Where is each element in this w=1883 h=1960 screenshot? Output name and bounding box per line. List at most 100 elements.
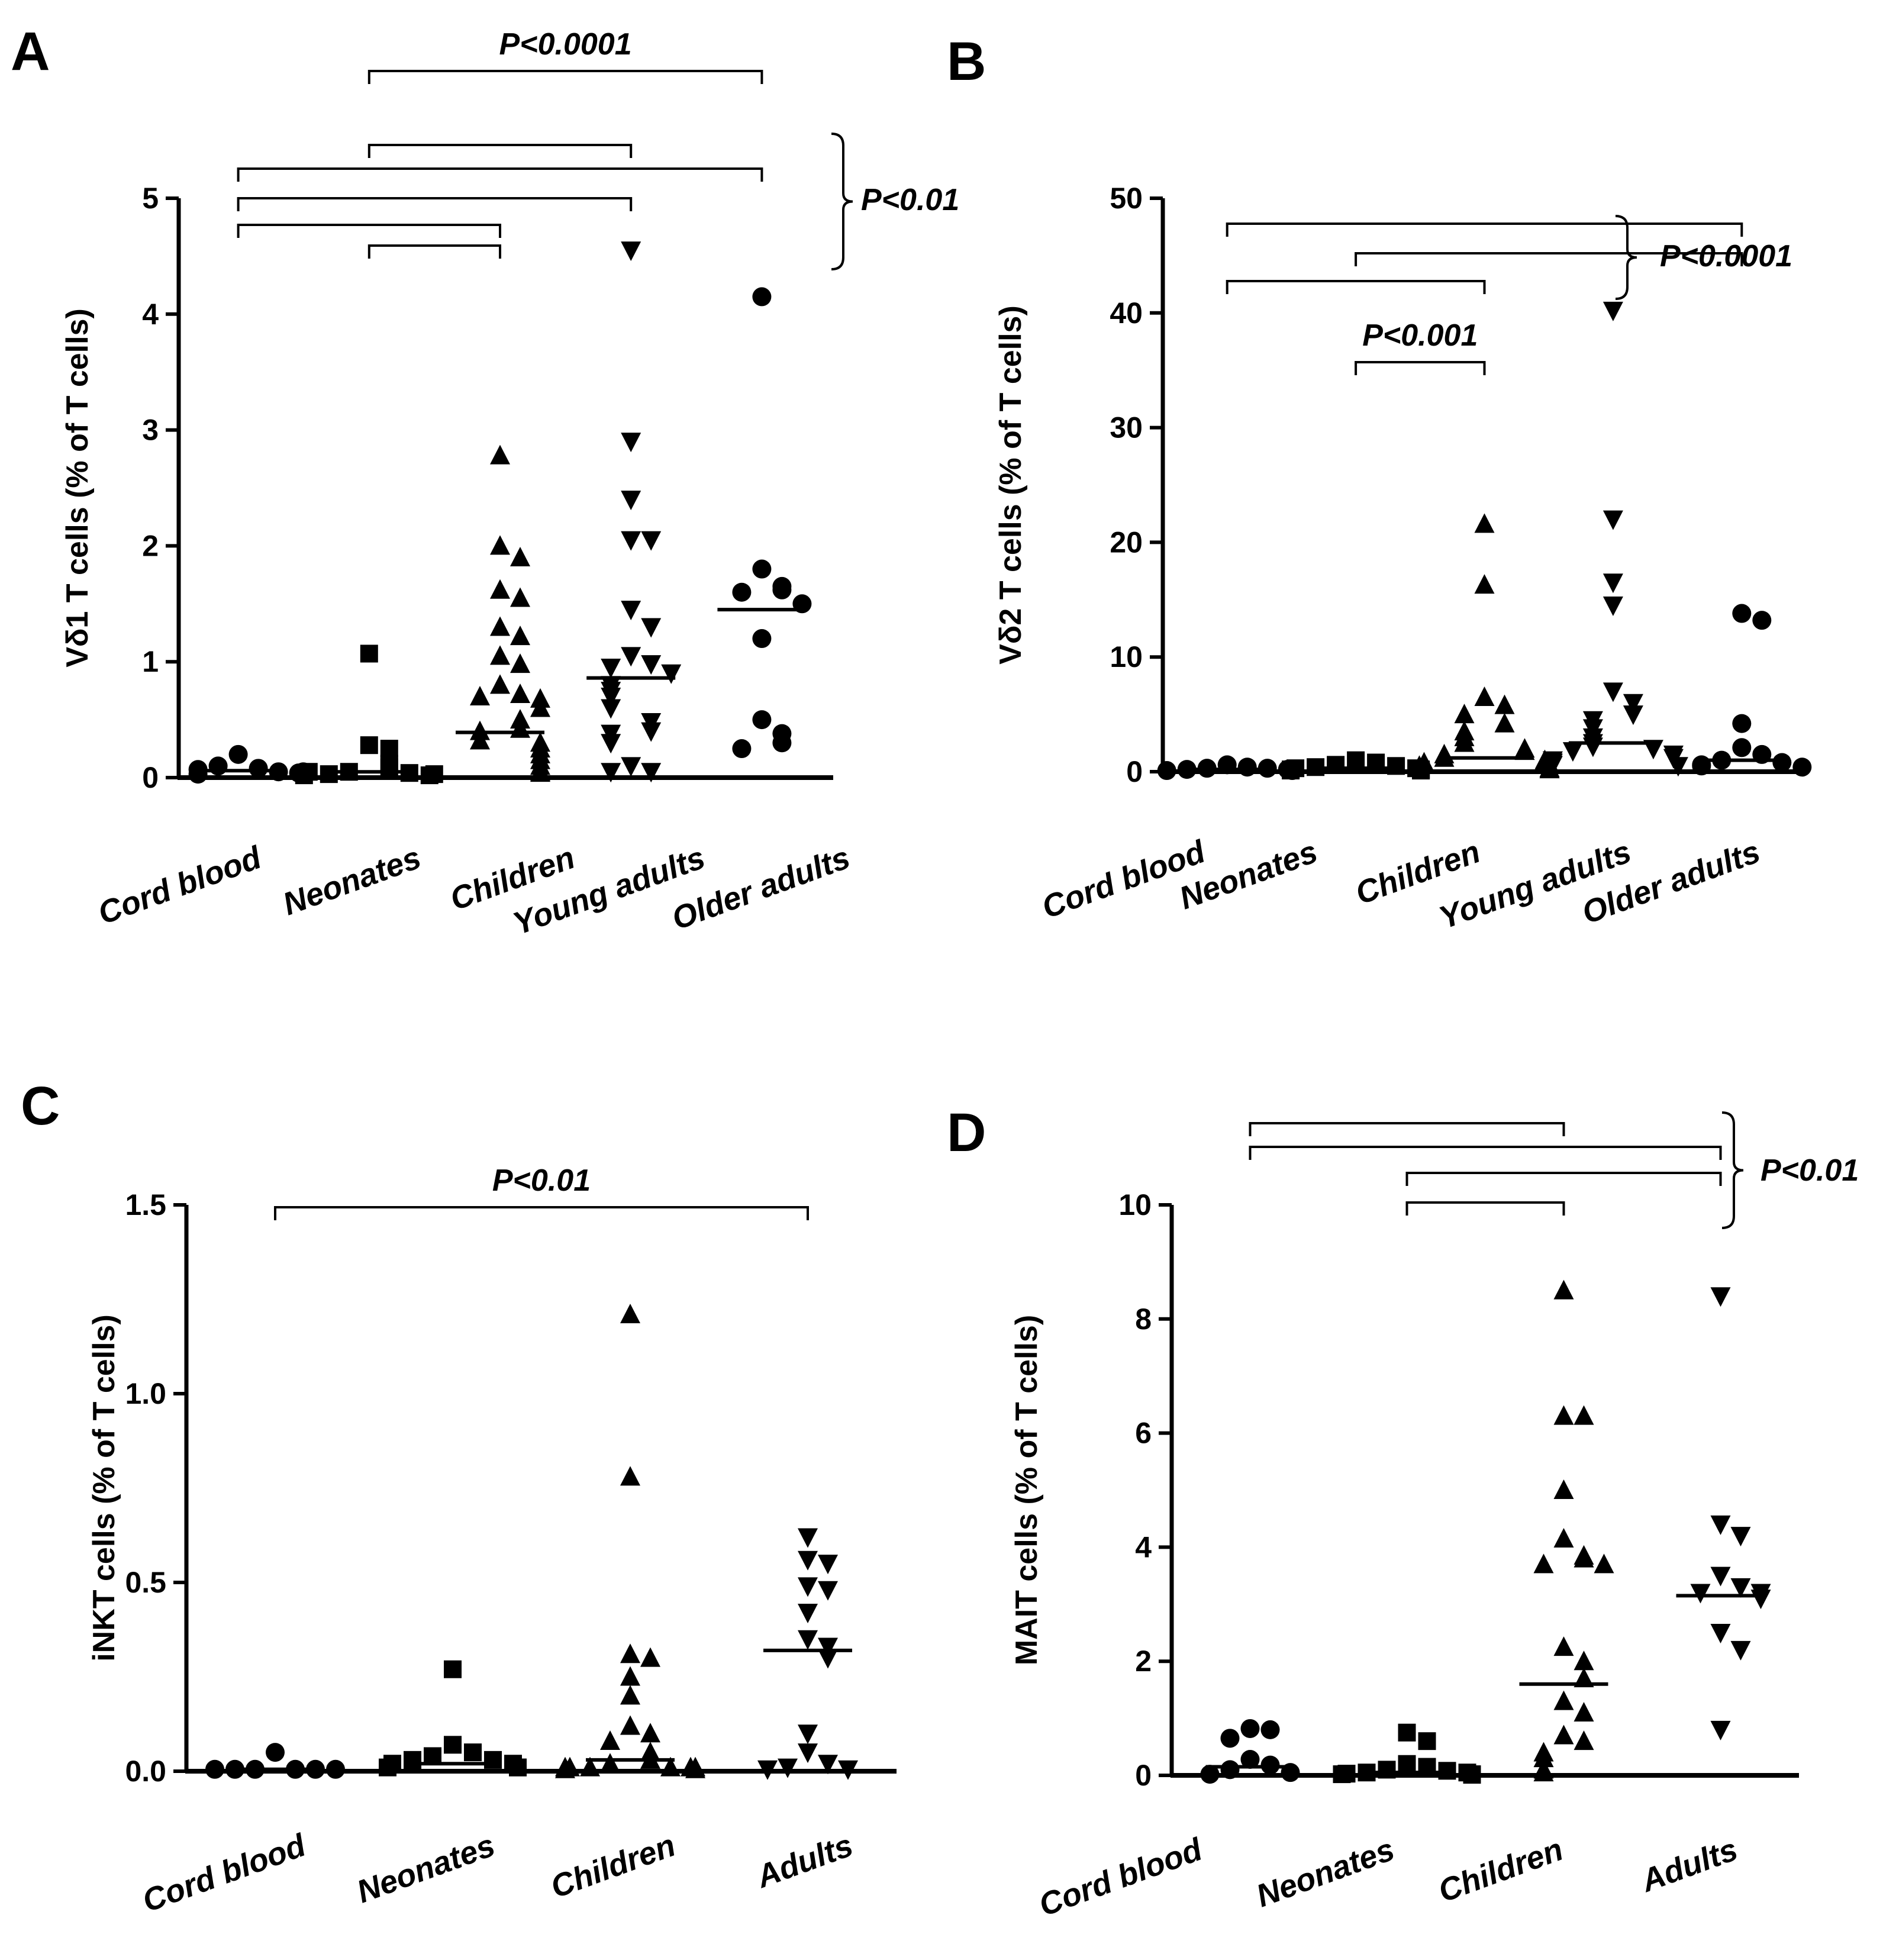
series-children: [456, 444, 550, 782]
data-point-young-adults: [641, 655, 662, 675]
series-young-adults: [586, 241, 682, 783]
y-axis-label: iNKT cells (% of T cells): [87, 1314, 121, 1662]
data-point-neonates: [1398, 1755, 1416, 1773]
p-value-label: P<0.01: [492, 1163, 591, 1198]
data-point-adults: [818, 1637, 838, 1658]
data-point-neonates: [484, 1751, 502, 1769]
data-point-adults: [798, 1743, 818, 1764]
data-point-cord-blood: [1260, 1720, 1280, 1739]
data-point-children: [1553, 1724, 1574, 1745]
panel-c: C 0.0 0.5 1.0 1.5 iNKT cells (% of T cells) Co…: [21, 1076, 897, 1919]
data-point-children: [530, 762, 550, 782]
data-point-children: [470, 730, 490, 750]
data-point-children: [600, 1730, 620, 1750]
y-tick-label: 1.5: [125, 1188, 166, 1221]
data-point-neonates: [444, 1660, 462, 1678]
significance-bracket: [1226, 280, 1486, 294]
data-point-children: [620, 1643, 640, 1664]
data-point-cord-blood: [326, 1759, 345, 1779]
y-tick-label: 40: [1110, 296, 1143, 330]
y-tick-label: 4: [142, 298, 159, 331]
data-point-children: [490, 444, 510, 465]
data-point-children: [510, 684, 530, 704]
significance-bracket: [1249, 1122, 1565, 1136]
group-bracket: [831, 133, 853, 270]
category-label-cord-blood: Cord blood: [93, 840, 266, 931]
data-point-older-adults: [1752, 611, 1772, 630]
data-point-neonates: [1398, 1723, 1416, 1742]
data-point-cord-blood: [249, 759, 268, 778]
significance-bracket: [367, 70, 763, 84]
p-value-label: P<0.001: [1362, 318, 1478, 353]
data-point-adults: [798, 1550, 818, 1571]
series-children: [1519, 1279, 1614, 1782]
data-point-neonates: [1418, 1732, 1436, 1751]
data-point-young-adults: [641, 531, 662, 551]
significance-bracket: [1226, 223, 1743, 237]
data-point-children: [490, 645, 510, 665]
data-point-young-adults: [1542, 756, 1563, 776]
data-point-adults: [798, 1604, 818, 1624]
data-point-children: [530, 697, 550, 717]
y-axis-label: Vδ2 T cells (% of T cells): [994, 305, 1028, 665]
data-point-children: [1494, 694, 1515, 714]
panel-d: D 0 2 4 6 8 10 MAIT cells (% of T cells) Cord bl…: [947, 1102, 1859, 1923]
data-point-young-adults: [1603, 596, 1623, 616]
series-cord-blood: [1200, 1719, 1300, 1784]
data-point-older-adults: [1732, 714, 1752, 733]
significance-bracket: [1355, 361, 1486, 375]
significance-bracket: [367, 144, 633, 158]
data-point-adults: [818, 1555, 838, 1575]
data-point-young-adults: [601, 763, 621, 783]
panel-letter: B: [947, 31, 986, 92]
data-point-children: [470, 685, 490, 705]
data-point-neonates: [444, 1736, 462, 1754]
data-point-adults: [798, 1630, 818, 1650]
data-point-adults: [1690, 1584, 1711, 1604]
y-tick-label: 50: [1110, 182, 1143, 215]
data-point-older-adults: [732, 582, 752, 602]
data-point-cord-blood: [188, 765, 208, 784]
y-tick-label: 0: [1126, 755, 1143, 788]
data-point-cord-blood: [1220, 1760, 1240, 1780]
data-point-young-adults: [1603, 510, 1623, 530]
category-label-neonates: Neonates: [352, 1827, 499, 1910]
data-point-children: [490, 535, 510, 555]
data-point-children: [490, 616, 510, 636]
data-point-children: [1574, 1730, 1594, 1751]
data-point-young-adults: [621, 757, 641, 777]
data-point-children: [1474, 574, 1495, 594]
data-point-older-adults: [1772, 753, 1792, 772]
data-point-neonates: [1333, 1765, 1351, 1784]
data-point-children: [1553, 1405, 1574, 1425]
data-point-neonates: [425, 765, 443, 784]
data-point-young-adults: [601, 734, 621, 754]
data-point-neonates: [1463, 1766, 1481, 1784]
data-point-older-adults: [1792, 757, 1812, 777]
data-point-children: [1553, 1479, 1574, 1499]
data-point-adults: [1710, 1287, 1731, 1307]
data-point-neonates: [320, 765, 338, 784]
data-point-young-adults: [621, 491, 641, 511]
category-label-neonates: Neonates: [1252, 1832, 1399, 1914]
group-p-value-label: P<0.01: [861, 183, 959, 217]
data-point-older-adults: [1732, 604, 1752, 623]
y-tick-label: 3: [142, 414, 159, 447]
data-point-adults: [778, 1758, 798, 1778]
data-point-neonates: [380, 740, 398, 758]
y-tick-label: 0.5: [125, 1566, 166, 1599]
data-point-adults: [798, 1577, 818, 1597]
data-point-young-adults: [641, 722, 662, 742]
category-label-adults: Adults: [751, 1827, 857, 1895]
data-point-children: [1454, 704, 1475, 724]
data-point-cord-blood: [1200, 1765, 1220, 1784]
data-point-cord-blood: [266, 1743, 285, 1762]
data-point-adults: [1750, 1590, 1771, 1610]
data-point-cord-blood: [1237, 757, 1257, 777]
data-point-cord-blood: [1240, 1750, 1260, 1769]
y-tick-label: 30: [1110, 411, 1143, 444]
data-point-children: [620, 1666, 640, 1686]
data-point-children: [510, 546, 530, 566]
series-adults: [757, 1528, 858, 1780]
